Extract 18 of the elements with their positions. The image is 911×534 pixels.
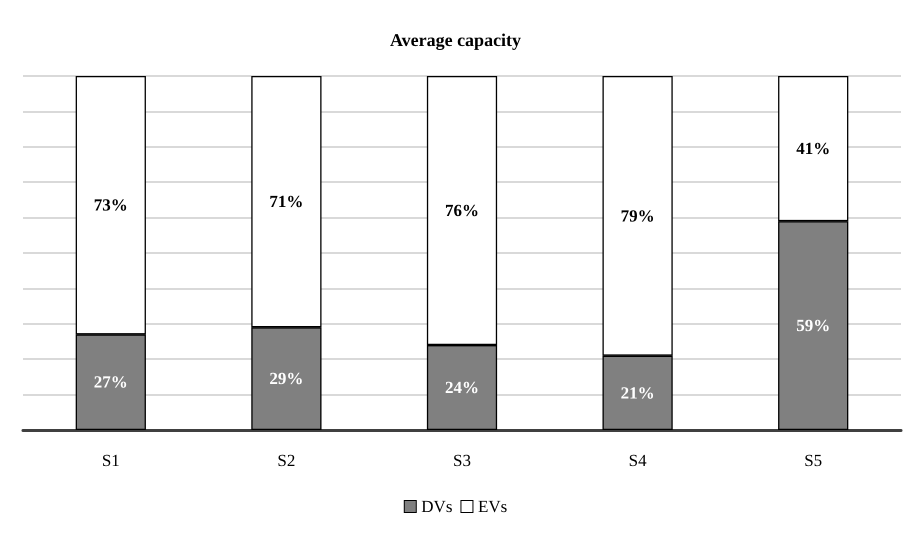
data-label: 21% bbox=[620, 383, 655, 402]
data-label: 79% bbox=[620, 206, 655, 226]
x-tick-label: S2 bbox=[277, 451, 296, 470]
x-tick-label: S4 bbox=[628, 451, 648, 470]
x-tick-label: S5 bbox=[804, 451, 822, 470]
data-label: 24% bbox=[445, 378, 479, 398]
data-label: 71% bbox=[269, 192, 304, 212]
data-label: 27% bbox=[94, 372, 128, 392]
legend-label: DVs bbox=[421, 497, 452, 516]
data-label: 59% bbox=[796, 316, 830, 336]
data-label: 41% bbox=[796, 139, 830, 158]
legend-label: EVs bbox=[478, 497, 508, 516]
chart-title: Average capacity bbox=[390, 30, 522, 50]
x-tick-label: S3 bbox=[453, 451, 471, 470]
data-label: 29% bbox=[269, 369, 304, 388]
x-tick-label: S1 bbox=[102, 451, 120, 470]
data-label: 76% bbox=[445, 201, 479, 220]
data-label: 73% bbox=[94, 196, 128, 215]
